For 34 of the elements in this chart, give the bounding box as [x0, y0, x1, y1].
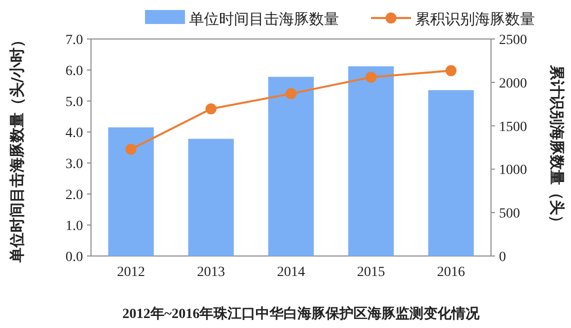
legend-label: 累积识别海豚数量: [415, 10, 535, 28]
y2-axis-title: 累计识别海豚数量（头）: [548, 64, 566, 230]
bar: [348, 66, 394, 256]
legend-label: 单位时间目击海豚数量: [189, 10, 339, 28]
y-tick-label: 0.0: [66, 250, 83, 265]
x-tick-label: 2015: [357, 265, 385, 280]
y-tick-label: 4.0: [66, 126, 83, 141]
y-tick-label: 1.0: [66, 219, 83, 234]
x-tick-label: 2012: [117, 265, 145, 280]
bar: [428, 90, 474, 256]
bar: [188, 138, 234, 256]
y2-tick-label: 500: [499, 206, 520, 222]
point: [446, 65, 456, 76]
point: [206, 103, 216, 114]
point: [126, 144, 136, 155]
y-tick-label: 7.0: [66, 33, 83, 48]
bar: [108, 127, 154, 256]
x-tick-label: 2016: [437, 265, 465, 280]
y-axis-title: 单位时间目击海豚数量（头/小时）: [8, 32, 26, 264]
y-tick-label: 3.0: [66, 157, 83, 172]
y2-tick-label: 2500: [499, 33, 527, 48]
x-tick-label: 2014: [277, 265, 305, 280]
y-tick-label: 2.0: [66, 188, 83, 203]
point: [286, 88, 296, 100]
y2-tick-label: 2000: [499, 76, 527, 92]
point: [366, 72, 376, 83]
text: 2012年~2016年珠江口中华白海豚保护区海豚监测变化情况: [122, 305, 481, 322]
y2-tick-label: 1500: [499, 120, 527, 135]
y2-tick-label: 1000: [499, 163, 527, 178]
y2-tick-label: 0: [499, 250, 506, 265]
x-tick-label: 2013: [197, 265, 225, 280]
bar: [268, 76, 314, 256]
y-tick-label: 6.0: [66, 64, 83, 79]
y-tick-label: 5.0: [66, 95, 83, 110]
